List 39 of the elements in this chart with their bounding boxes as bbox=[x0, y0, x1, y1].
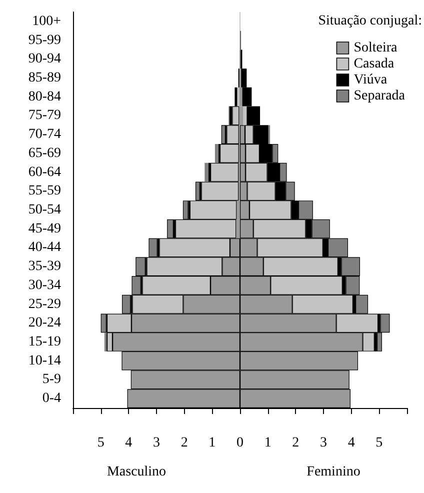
x-tick-label: 5 bbox=[97, 436, 104, 450]
y-tick-label: 45-49 bbox=[28, 221, 61, 236]
x-tick-label: 3 bbox=[153, 436, 160, 450]
y-tick-label: 75-79 bbox=[28, 108, 61, 124]
x-tick-label: 1 bbox=[264, 436, 272, 450]
y-tick-label: 85-89 bbox=[28, 70, 61, 86]
y-tick-label: 90-94 bbox=[28, 52, 61, 67]
y-tick-label: 70-74 bbox=[28, 127, 61, 142]
y-tick-label: 25-29 bbox=[28, 296, 61, 312]
legend-label: Viúva bbox=[354, 72, 388, 88]
y-tick-label: 65-69 bbox=[28, 146, 61, 161]
y-tick-label: 20-24 bbox=[28, 316, 61, 331]
y-tick-label: 35-39 bbox=[28, 259, 61, 274]
y-tick-label: 15-19 bbox=[28, 334, 61, 350]
x-tick-label: 1 bbox=[208, 436, 216, 450]
y-tick-label: 60-64 bbox=[28, 164, 61, 180]
x-tick-label: 4 bbox=[125, 436, 132, 450]
y-tick-label: 40-44 bbox=[28, 240, 61, 256]
legend-title: Situação conjugal: bbox=[318, 14, 422, 28]
y-tick-label: 5-9 bbox=[42, 372, 61, 388]
y-tick-label: 80-84 bbox=[28, 89, 61, 104]
y-tick-label: 100+ bbox=[32, 14, 62, 29]
y-tick-label: 0-4 bbox=[42, 391, 61, 406]
x-tick-label: 5 bbox=[376, 436, 383, 450]
x-tick-label: 2 bbox=[180, 436, 188, 450]
y-tick-label: 10-14 bbox=[28, 353, 61, 368]
legend-label: Casada bbox=[354, 56, 395, 72]
x-tick-label: 3 bbox=[320, 436, 327, 450]
y-tick-label: 95-99 bbox=[28, 32, 61, 48]
x-tick-label: 0 bbox=[236, 436, 244, 450]
legend-label: Solteira bbox=[354, 40, 398, 56]
text: Masculino bbox=[106, 464, 166, 480]
y-tick-label: 55-59 bbox=[28, 184, 61, 199]
x-tick-label: 4 bbox=[348, 436, 355, 450]
y-tick-label: 50-54 bbox=[28, 202, 61, 218]
text: Feminino bbox=[306, 464, 360, 480]
x-tick-label: 2 bbox=[292, 436, 300, 450]
y-tick-label: 30-34 bbox=[28, 278, 61, 293]
legend-label: Separada bbox=[354, 88, 406, 104]
